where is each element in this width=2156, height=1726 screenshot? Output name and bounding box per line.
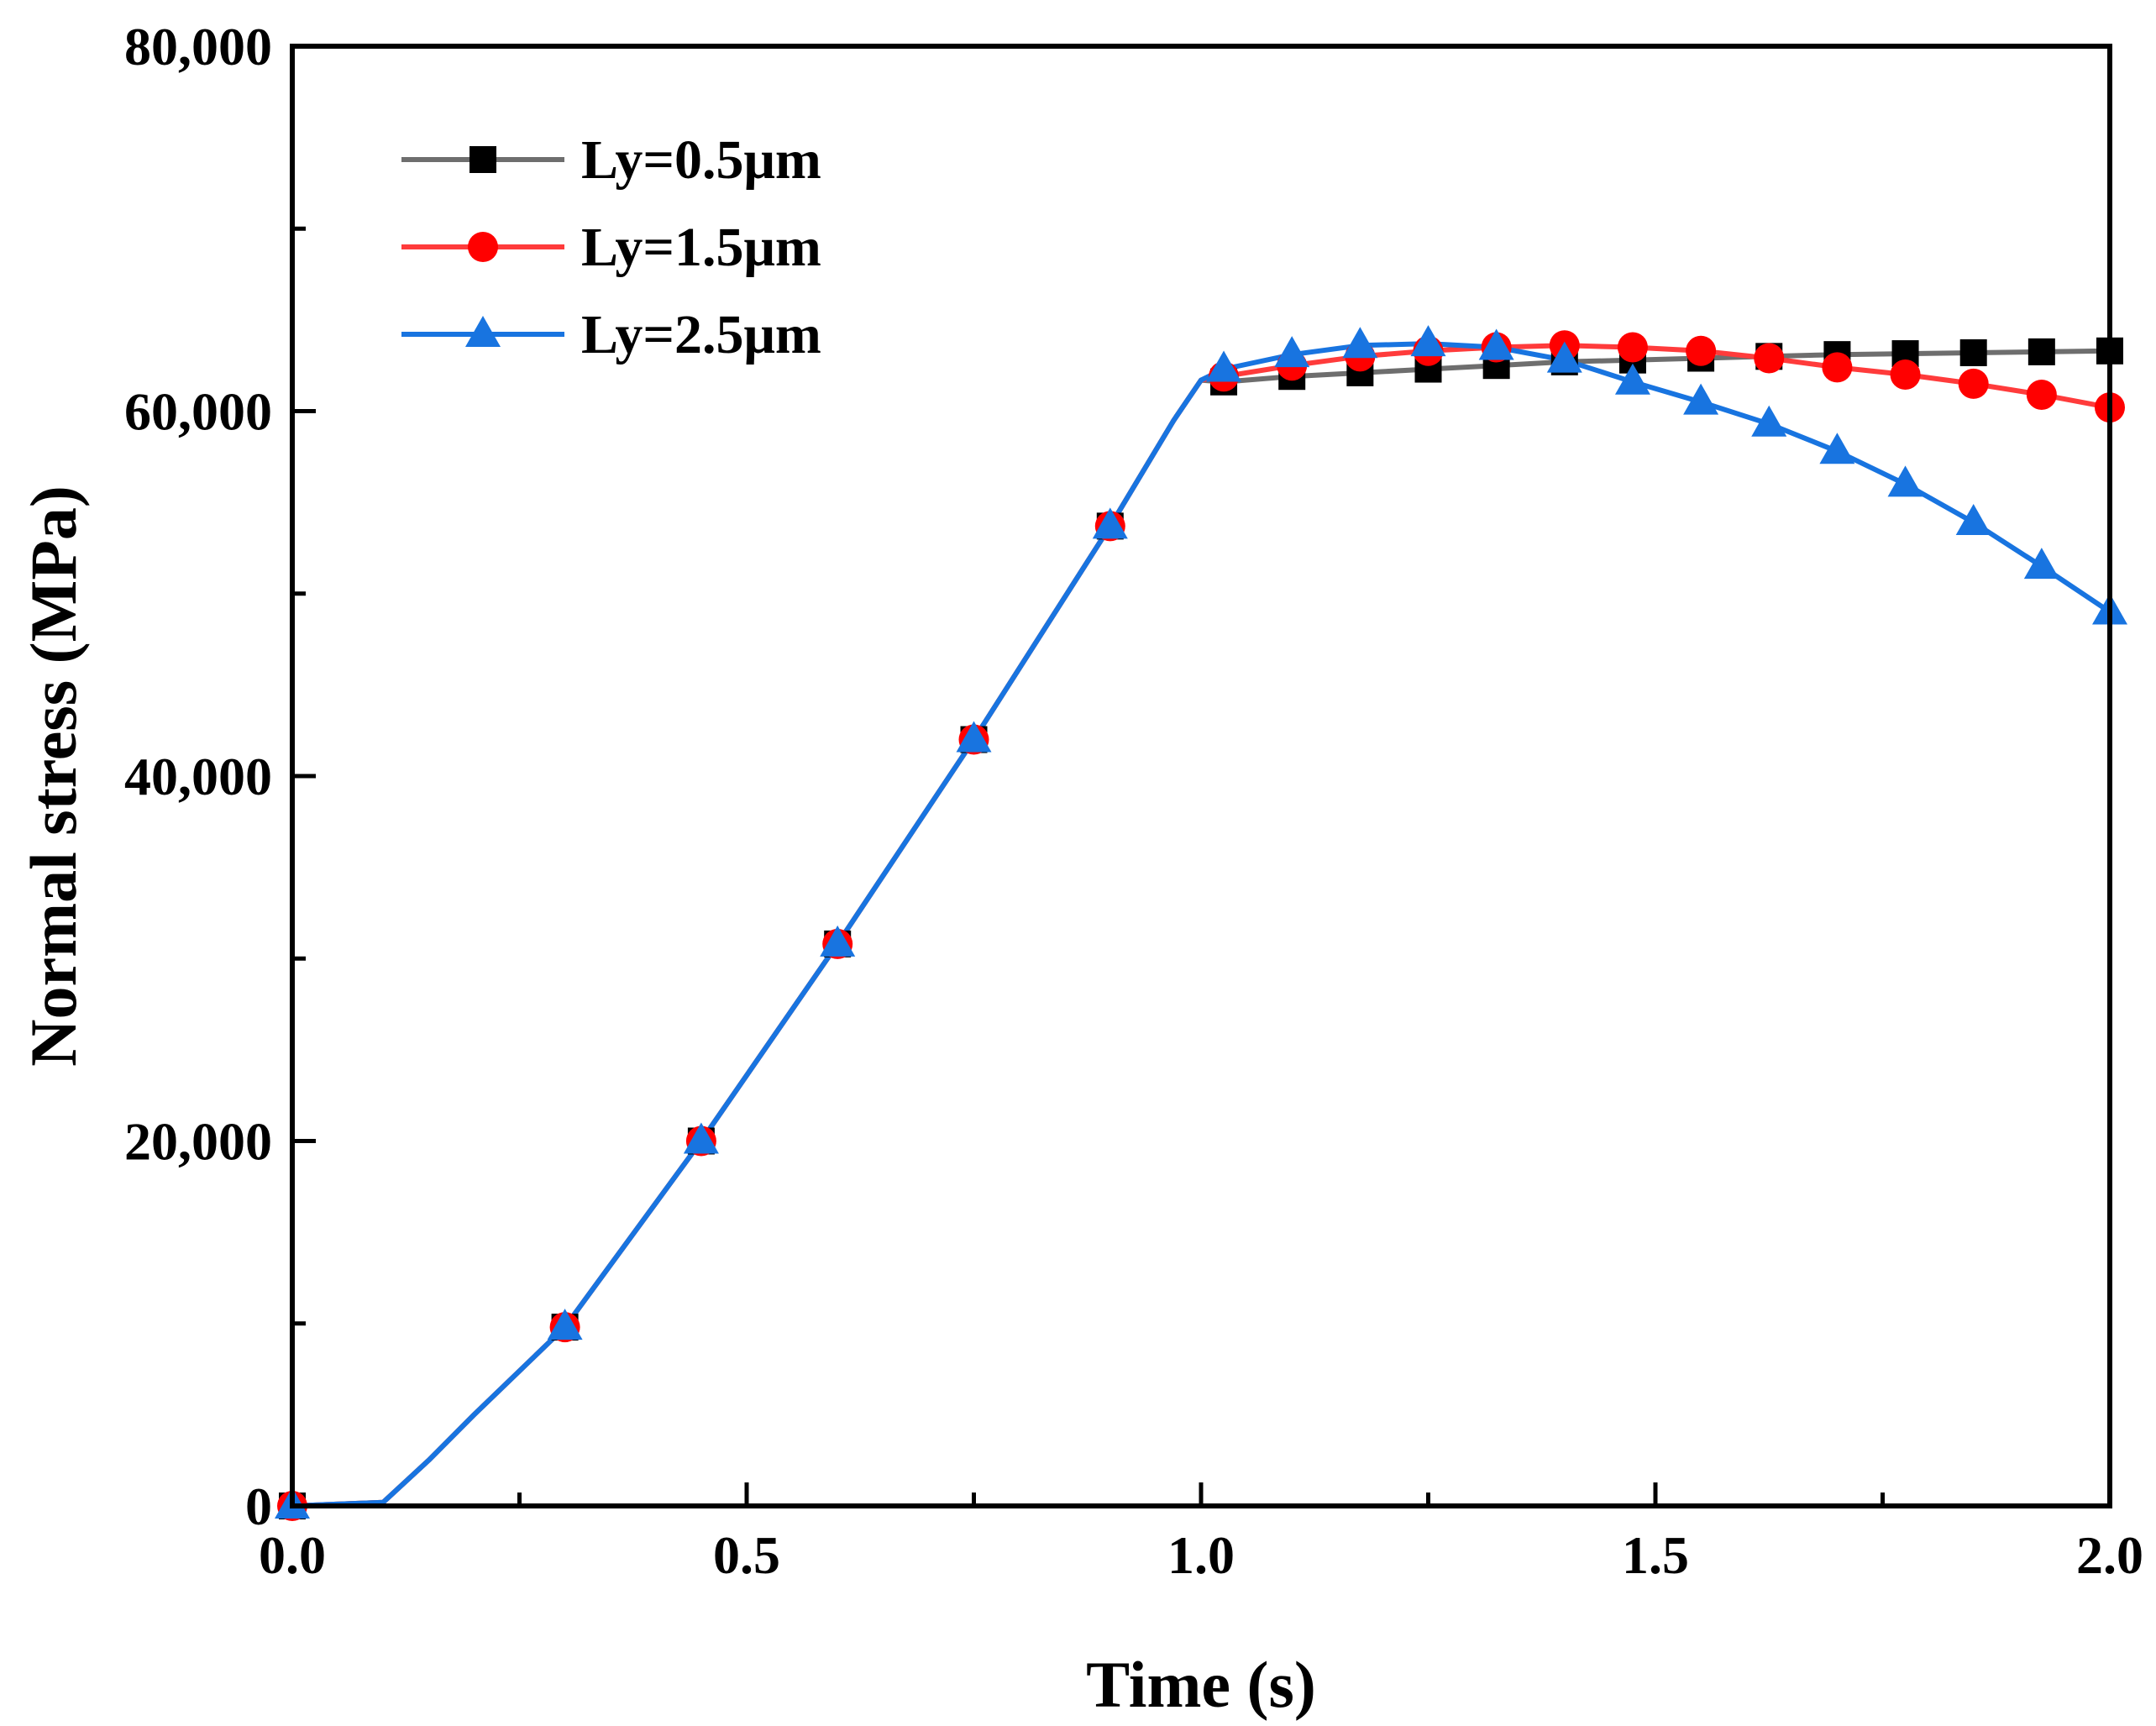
data-point-ly-2-5-m — [1887, 465, 1923, 497]
y-axis-title: Normal stress (MPa) — [17, 485, 90, 1067]
plot-frame — [290, 44, 2112, 1508]
y-tick-label: 0 — [245, 1477, 272, 1536]
data-point-ly-2-5-m — [1410, 325, 1446, 357]
legend-label-ly-1-5-m: Ly=1.5μm — [581, 217, 821, 278]
x-tick-label: 2.0 — [2076, 1525, 2143, 1585]
data-point-ly-2-5-m — [1683, 383, 1719, 415]
data-point-ly-2-5-m — [956, 721, 992, 753]
x-tick-label: 0.5 — [713, 1525, 780, 1585]
tick-labels: 0.0 0.5 1.0 1.5 2.0 0 20,000 40,000 60,000 80,000 — [124, 17, 2143, 1585]
data-point-ly-2-5-m — [820, 925, 856, 957]
legend-marker-ly-2-5-m — [465, 316, 501, 347]
legend-marker-ly-1-5-m — [468, 232, 498, 262]
y-tick-label: 80,000 — [124, 17, 272, 76]
data-point-ly-0-5-m — [2027, 338, 2055, 365]
data-point-ly-1-5-m — [1958, 368, 1989, 399]
data-point-ly-2-5-m — [2023, 548, 2059, 580]
data-point-ly-2-5-m — [547, 1309, 583, 1340]
x-tick-label: 0.0 — [259, 1525, 326, 1585]
data-point-ly-2-5-m — [1092, 507, 1128, 539]
x-tick-label: 1.5 — [1622, 1525, 1689, 1585]
data-point-ly-2-5-m — [1206, 350, 1242, 382]
data-point-ly-2-5-m — [1478, 328, 1514, 360]
y-tick-label: 20,000 — [124, 1112, 272, 1172]
legend-marker-ly-0-5-m — [469, 146, 496, 173]
data-point-ly-2-5-m — [683, 1122, 719, 1154]
data-point-ly-2-5-m — [1819, 433, 1855, 464]
legend-label-ly-2-5-m: Ly=2.5μm — [581, 304, 821, 365]
data-point-ly-2-5-m — [1751, 405, 1787, 437]
data-point-ly-1-5-m — [1822, 352, 1853, 383]
y-tick-label: 60,000 — [124, 382, 272, 442]
data-point-ly-2-5-m — [1546, 341, 1582, 373]
data-point-ly-2-5-m — [1274, 336, 1310, 368]
data-point-ly-1-5-m — [1686, 335, 1717, 366]
data-point-ly-1-5-m — [1890, 359, 1921, 391]
y-tick-label: 40,000 — [124, 747, 272, 806]
x-axis-title: Time (s) — [1086, 1648, 1316, 1721]
data-point-ly-1-5-m — [1617, 332, 1648, 363]
x-tick-label: 1.0 — [1167, 1525, 1235, 1585]
axis-ticks — [290, 44, 2112, 1508]
data-point-ly-0-5-m — [1959, 338, 1987, 366]
data-point-ly-2-5-m — [1614, 363, 1650, 395]
legend-label-ly-0-5-m: Ly=0.5μm — [581, 129, 821, 191]
data-point-ly-1-5-m — [1754, 343, 1785, 374]
data-point-ly-2-5-m — [1342, 327, 1378, 359]
data-point-ly-2-5-m — [1955, 504, 1991, 536]
legend: Ly=0.5μm Ly=1.5μm Ly=2.5μm — [401, 129, 821, 365]
data-point-ly-1-5-m — [2026, 379, 2057, 410]
